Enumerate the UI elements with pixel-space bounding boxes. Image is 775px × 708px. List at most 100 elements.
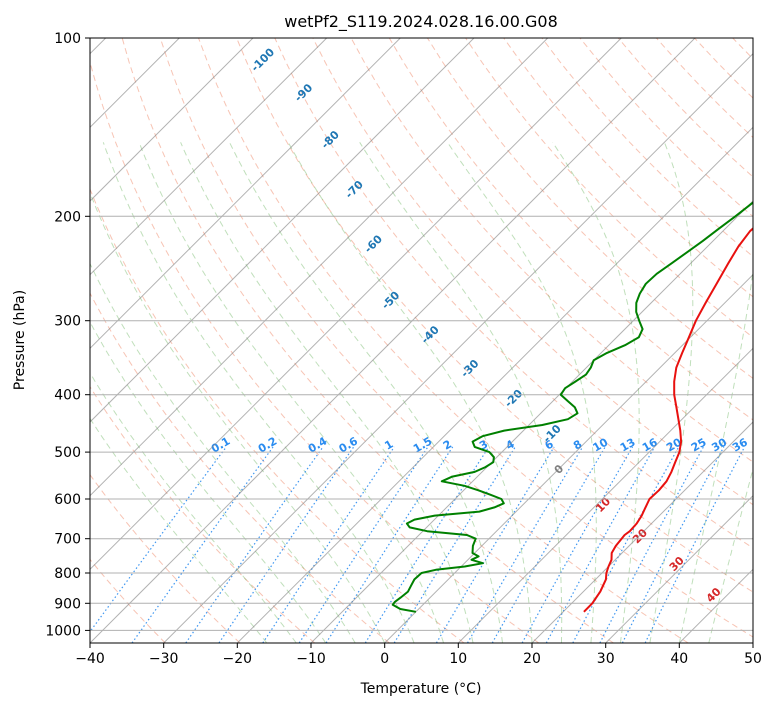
- y-tick-label: 500: [54, 445, 81, 461]
- moist-adiabat: [180, 142, 474, 643]
- moist-adiabat-label: 0: [552, 462, 567, 477]
- dry-adiabat: [732, 38, 753, 60]
- moist-adiabat-label: 30: [667, 554, 687, 574]
- isotherm-line: [457, 347, 753, 643]
- dry-adiabat: [771, 38, 775, 643]
- dry-adiabat: [90, 60, 540, 643]
- mixing-ratio-label: 2: [441, 438, 454, 453]
- dry-adiabat: [312, 38, 753, 506]
- dry-adiabat-label: -60: [362, 232, 385, 255]
- x-axis: −40 −30 −20 −10 0 10 20 30 40 50: [75, 643, 762, 667]
- dry-adiabat-label: -100: [248, 45, 277, 74]
- y-axis: 100 200 300 400 500 600 700 800 900 1000: [45, 31, 90, 639]
- mixing-ratio-line: [466, 446, 584, 643]
- isotherm-line: [90, 38, 549, 497]
- x-tick-label: 20: [523, 651, 541, 667]
- moist-adiabat: [678, 267, 753, 643]
- x-tick-label: −20: [223, 651, 253, 667]
- temperature-profile-line: [583, 227, 753, 613]
- x-tick-label: −10: [296, 651, 326, 667]
- y-axis-title: Pressure (hPa): [12, 290, 28, 390]
- dry-adiabat-label: -20: [502, 387, 525, 410]
- x-axis-title: Temperature (°C): [360, 681, 482, 697]
- isotherm-line: [531, 421, 753, 643]
- y-tick-label: 400: [54, 388, 81, 404]
- dry-adiabat: [350, 38, 753, 463]
- grid-layer: 0.1 0.2 0.4 0.6 1 1.5 2 3 4 6 8 10 13 16 20 25 30 36-100-…: [90, 38, 775, 643]
- y-tick-label: 300: [54, 314, 81, 330]
- isotherm-line: [90, 38, 696, 643]
- dry-adiabat: [465, 38, 753, 339]
- mixing-ratio-line: [90, 446, 227, 633]
- isotherm-line: [90, 38, 622, 571]
- chart-title: wetPf2_S119.2024.028.16.00.G08: [284, 12, 558, 32]
- mixing-ratio-line: [131, 446, 274, 643]
- y-tick-label: 800: [54, 566, 81, 582]
- dry-adiabat: [503, 38, 753, 298]
- isotherm-line: [90, 38, 328, 276]
- dry-adiabat: [90, 385, 316, 643]
- x-tick-label: 10: [449, 651, 467, 667]
- dry-adiabat: [121, 38, 614, 643]
- dry-adiabat: [541, 38, 753, 258]
- y-tick-label: 700: [54, 532, 81, 548]
- x-tick-label: 30: [597, 651, 615, 667]
- isotherm-line: [384, 273, 753, 643]
- dry-adiabat: [694, 38, 753, 99]
- dry-adiabat: [236, 38, 753, 593]
- mixing-ratio-line: [521, 446, 634, 643]
- dry-adiabat: [656, 38, 753, 139]
- dry-adiabat: [90, 187, 465, 643]
- dry-adiabat-label: -70: [343, 178, 366, 201]
- x-tick-label: 50: [744, 651, 762, 667]
- moist-adiabat: [446, 142, 597, 643]
- mixing-ratio-label: 4: [504, 437, 517, 452]
- x-tick-label: −30: [149, 651, 179, 667]
- dry-adiabat-label: -80: [319, 128, 342, 151]
- y-tick-label: 900: [54, 596, 81, 612]
- mixing-ratio-line: [572, 446, 680, 643]
- moist-adiabat: [708, 467, 753, 643]
- series-layer: [391, 201, 753, 613]
- mixing-ratio-line: [262, 446, 395, 643]
- mixing-ratio-line: [218, 446, 355, 643]
- dry-adiabat: [426, 38, 753, 379]
- moist-adiabat: [90, 417, 268, 643]
- dry-adiabat: [90, 292, 390, 643]
- dry-adiabat-label: -90: [292, 81, 315, 104]
- mixing-ratio-line: [325, 446, 454, 643]
- dry-adiabat-label: -30: [458, 357, 481, 380]
- isotherm-line: [310, 200, 753, 643]
- isotherm-line: [90, 38, 475, 423]
- isotherm-line: [90, 38, 401, 350]
- isotherm-line: [605, 494, 753, 643]
- moist-adiabat: [229, 142, 503, 643]
- mixing-ratio-line: [621, 446, 725, 643]
- x-tick-label: −40: [75, 651, 105, 667]
- y-tick-label: 1000: [45, 623, 81, 639]
- isotherm-line: [236, 126, 753, 643]
- dewpoint-profile-line: [391, 201, 753, 613]
- dry-adiabat: [388, 38, 753, 421]
- dry-adiabat: [90, 473, 241, 643]
- moist-adiabat: [102, 142, 415, 643]
- moist-adiabat-label: 40: [704, 585, 724, 605]
- y-tick-label: 200: [54, 209, 81, 225]
- mixing-ratio-line: [545, 446, 656, 643]
- isotherm-line: [163, 52, 753, 643]
- plot-frame: [89, 37, 754, 644]
- isotherm-line: [752, 642, 753, 643]
- isotherm-line: [90, 38, 254, 202]
- y-tick-label: 100: [54, 31, 81, 47]
- dry-adiabat: [274, 38, 753, 549]
- x-tick-label: 40: [670, 651, 688, 667]
- y-tick-label: 600: [54, 492, 81, 508]
- mixing-ratio-line: [364, 446, 490, 643]
- dry-adiabat: [159, 38, 689, 643]
- isotherm-line: [678, 568, 753, 643]
- mixing-ratio-line: [185, 446, 324, 643]
- dry-adiabat-label: -50: [379, 289, 402, 312]
- x-tick-label: 0: [380, 651, 389, 667]
- mixing-ratio-line: [644, 446, 746, 643]
